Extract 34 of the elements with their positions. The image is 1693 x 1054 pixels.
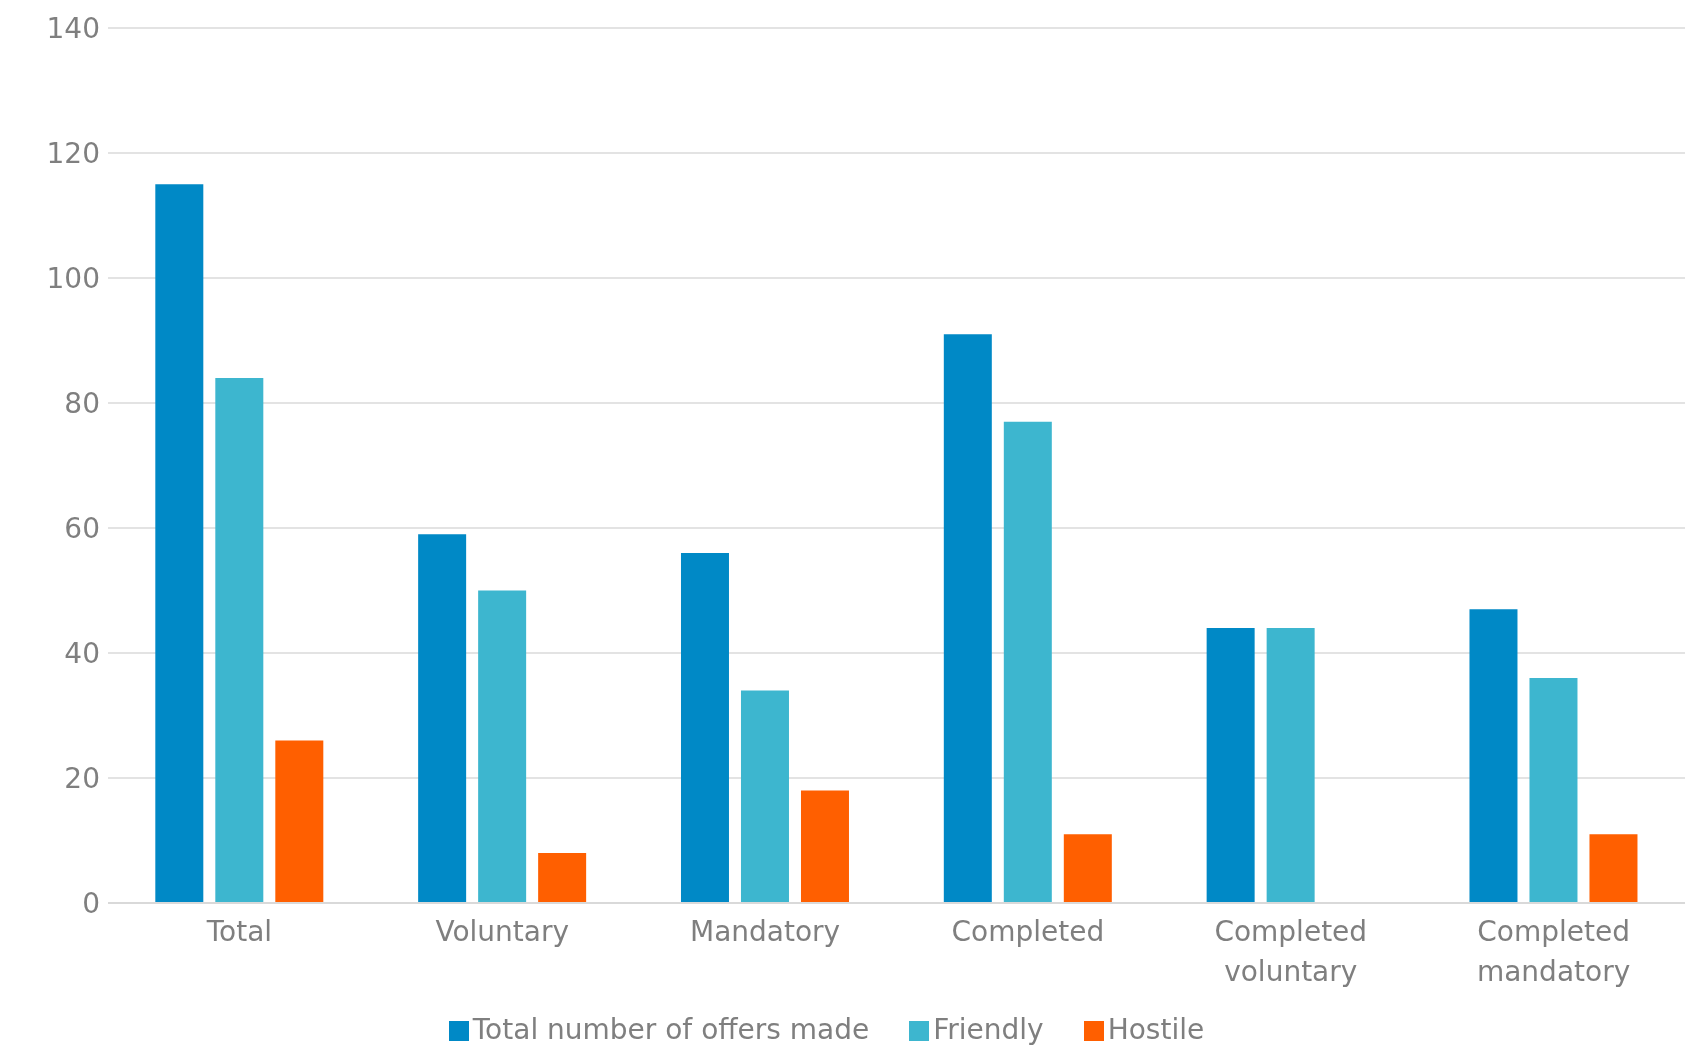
y-tick-label: 20: [64, 761, 100, 795]
bar: [943, 334, 992, 903]
bar: [418, 534, 467, 903]
y-tick-label: 0: [82, 886, 100, 920]
bar: [800, 790, 849, 903]
bar: [1266, 628, 1315, 903]
bar: [1469, 609, 1518, 903]
y-tick-label: 100: [46, 261, 100, 295]
x-tick-label: Completed voluntary: [1214, 915, 1368, 988]
bar: [740, 690, 789, 903]
x-tick-label: Total: [205, 915, 273, 948]
x-tick-label: Voluntary: [435, 915, 570, 948]
legend-label: Friendly: [933, 1013, 1044, 1046]
x-tick-label: Completed mandatory: [1476, 915, 1631, 988]
bar: [478, 590, 527, 903]
y-tick-label: 140: [46, 11, 100, 45]
bar: [538, 853, 587, 903]
y-tick-label: 40: [64, 636, 100, 670]
legend-label: Hostile: [1107, 1013, 1205, 1046]
bar: [1063, 834, 1112, 903]
x-tick-label: Mandatory: [689, 915, 841, 948]
bar: [1003, 421, 1052, 903]
y-tick-label: 120: [46, 136, 100, 170]
bar: [155, 184, 204, 903]
bar: [1206, 628, 1255, 903]
x-tick-label: Completed: [951, 915, 1105, 948]
bar: [1529, 678, 1578, 903]
bar: [1589, 834, 1638, 903]
bar: [680, 553, 729, 903]
bar: [275, 740, 324, 903]
y-tick-label: 80: [64, 386, 100, 420]
y-tick-label: 60: [64, 511, 100, 545]
legend-label: Total number of offers made: [472, 1013, 870, 1046]
bar: [215, 378, 264, 903]
